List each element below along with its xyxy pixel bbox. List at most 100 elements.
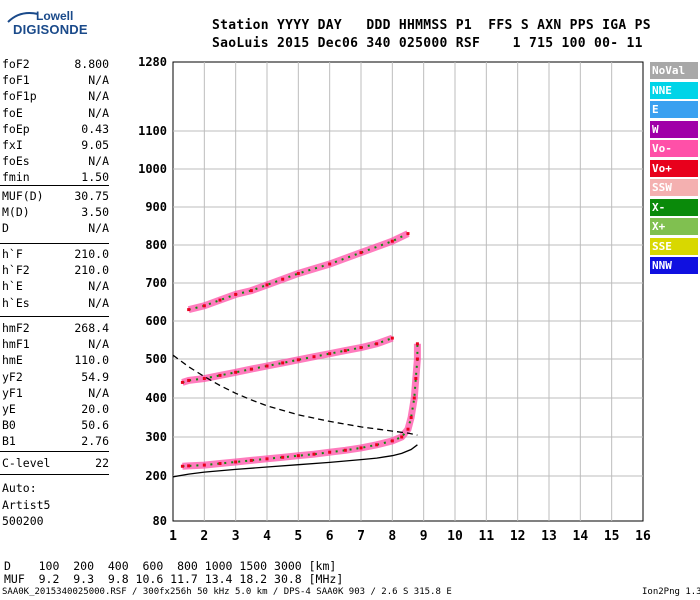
model-profile-line [172, 354, 418, 436]
param-value: N/A [88, 221, 109, 236]
y-tick-label: 700 [145, 276, 167, 290]
echo-point [359, 251, 363, 255]
param-label: hmF2 [2, 321, 30, 335]
param-row: foEs N/A [0, 154, 109, 170]
param-label: hmE [2, 353, 23, 368]
echo-point [187, 464, 191, 468]
param-label: B0 [2, 418, 16, 433]
echo-point [359, 446, 363, 450]
echo-trace-x-component [182, 343, 419, 468]
echo-point [406, 232, 410, 236]
echo-point [296, 272, 300, 275]
y-tick-label: 900 [145, 200, 167, 214]
x-tick-label: 7 [357, 529, 365, 544]
logo-line1: Lowell [36, 9, 74, 23]
header-line2: SaoLuis 2015 Dec06 340 025000 RSF 1 715 … [212, 36, 643, 51]
footer-file-info: SAA0K_2015340025000.RSF / 300fx256h 50 k… [2, 587, 452, 597]
echo-point [343, 448, 347, 452]
echo-trace-x-component [188, 232, 409, 311]
logo-line2: DIGISONDE [13, 22, 88, 37]
x-tick-label: 13 [541, 529, 557, 544]
param-value: 2.76 [81, 434, 109, 449]
param-label: M(D) [2, 205, 30, 220]
param-row: foE N/A [0, 106, 109, 122]
param-row: B0 50.6 [0, 418, 109, 434]
param-label: C-level [2, 456, 51, 470]
param-row: yF1 N/A [0, 386, 109, 402]
param-row: fxI 9.05 [0, 138, 109, 154]
echo-point [412, 396, 416, 400]
legend-item: W [650, 120, 698, 138]
legend-item: SSE [650, 237, 698, 255]
param-row: hmE 110.0 [0, 353, 109, 369]
echo-point [249, 367, 253, 371]
echo-point [343, 349, 347, 353]
legend-item: X+ [650, 218, 698, 235]
echo-point [414, 377, 418, 380]
echo-point [234, 460, 238, 464]
header-line1: Station YYYY DAY DDD HHMMSS P1 FFS S AXN… [212, 18, 651, 33]
param-row: B1 2.76 [0, 434, 109, 450]
echo-point [400, 435, 404, 439]
echo-point [265, 283, 269, 287]
model-profile-line [172, 444, 418, 478]
y-tick-label: 800 [145, 238, 167, 252]
echo-point [281, 455, 285, 459]
echo-point [328, 262, 332, 266]
echo-point [218, 462, 222, 466]
echo-point [406, 427, 410, 431]
param-value: N/A [88, 295, 109, 310]
param-row: hmF2 268.4 [0, 321, 109, 337]
param-value: 0.43 [81, 121, 109, 136]
param-label: foE [2, 105, 23, 120]
echo-point [390, 336, 394, 340]
param-label: MUF(D) [2, 189, 44, 203]
param-row: C-level 22 [0, 456, 109, 472]
echo-trace-x-component [182, 337, 393, 384]
autoscaling-text: Artist5 [2, 497, 51, 512]
echo-point [312, 452, 316, 456]
param-row: yF2 54.9 [0, 370, 109, 386]
param-value: 210.0 [74, 247, 109, 261]
echo-point [296, 358, 300, 362]
echo-point [265, 457, 269, 461]
param-label: hmF1 [2, 337, 30, 352]
param-value: N/A [88, 279, 109, 294]
param-label: D [2, 221, 9, 236]
y-tick-label: 300 [145, 430, 167, 444]
panel-divider [0, 185, 109, 186]
logo-swoosh-icon [7, 12, 39, 23]
plot-frame [172, 61, 644, 522]
echo-point [390, 239, 394, 243]
param-row: h`F 210.0 [0, 247, 109, 263]
param-label: fmin [2, 170, 30, 185]
x-tick-label: 8 [388, 529, 396, 544]
echo-point [218, 373, 222, 377]
param-label: yF2 [2, 369, 23, 384]
echo-point [281, 361, 285, 365]
x-tick-label: 4 [263, 529, 271, 544]
param-row: MUF(D) 30.75 [0, 189, 109, 205]
param-row: hmF1 N/A [0, 337, 109, 353]
param-value: 9.05 [81, 138, 109, 152]
x-tick-label: 2 [200, 529, 208, 544]
y-tick-label: 500 [145, 352, 167, 366]
param-value: 8.800 [74, 57, 109, 71]
echo-point [187, 308, 191, 312]
legend-item: SSW [650, 179, 698, 196]
param-label: h`F [2, 247, 23, 261]
param-value: N/A [88, 105, 109, 120]
echo-point [296, 454, 300, 458]
echo-point [359, 346, 363, 350]
x-tick-label: 16 [635, 529, 651, 544]
echo-point [390, 439, 394, 443]
param-label: foEs [2, 154, 30, 169]
autoscaling-text: Auto: [2, 481, 37, 495]
param-value: 210.0 [74, 263, 109, 278]
param-row: foF1 N/A [0, 73, 109, 89]
param-value: 268.4 [74, 321, 109, 335]
echo-point [312, 355, 316, 359]
x-tick-label: 1 [169, 529, 177, 544]
echo-point [328, 450, 332, 454]
legend-item: E [650, 101, 698, 118]
